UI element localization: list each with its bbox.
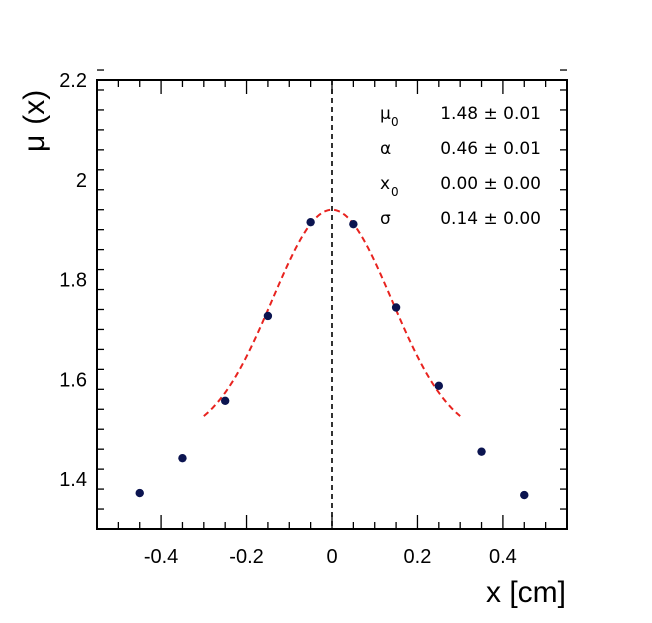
y-tick-label: 1.8 [59, 270, 87, 292]
data-point [349, 219, 358, 229]
data-point [135, 488, 144, 498]
y-tick-label: 1.6 [59, 369, 87, 391]
data-point [520, 490, 529, 500]
x-tick-label: -0.2 [229, 546, 263, 568]
y-tick-label: 1.4 [59, 469, 87, 491]
y-tick-label: 2 [76, 170, 87, 192]
data-point [306, 217, 315, 227]
data-point [178, 453, 187, 463]
x-tick-label: -0.4 [144, 546, 178, 568]
param-symbol: x [380, 174, 390, 194]
y-tick-label: 2.2 [59, 70, 87, 92]
x-tick-label: 0 [326, 546, 337, 568]
param-value: 1.48 ± 0.01 [440, 104, 541, 124]
fit-curve-group [203, 208, 461, 417]
param-value: 0.46 ± 0.01 [440, 139, 541, 159]
tick-labels-group: -0.4 -0.2 0 0.2 0.4 1.4 1.6 1.8 2 2.2 [59, 70, 517, 568]
data-points-group [135, 217, 529, 500]
y-axis-title-arg: (x) [18, 90, 51, 125]
data-point [477, 447, 486, 456]
fit-curve [203, 208, 461, 417]
x-tick-label: 0.4 [489, 546, 517, 568]
svg-text:μ(x): μ (x) [18, 90, 51, 152]
x-axis-title: x [cm] [486, 576, 566, 609]
param-value: 0.00 ± 0.00 [440, 174, 541, 194]
data-point [391, 303, 401, 312]
param-subscript: 0 [391, 115, 399, 129]
param-value: 0.14 ± 0.00 [440, 209, 541, 229]
param-symbol: α [380, 139, 391, 159]
data-point [434, 381, 444, 391]
x-tick-label: 0.2 [404, 546, 432, 568]
param-symbol: μ [380, 104, 391, 124]
param-subscript: 0 [391, 185, 399, 199]
fit-parameters-box: μ 0 1.48 ± 0.01α 0.46 ± 0.01x 0 0.00 ± 0.00σ 0… [380, 104, 541, 229]
data-point [220, 396, 230, 405]
y-axis-title-symbol: μ [18, 135, 51, 152]
param-symbol: σ [380, 209, 391, 229]
data-point [263, 311, 273, 321]
y-axis-title: μ (x) [18, 90, 51, 152]
